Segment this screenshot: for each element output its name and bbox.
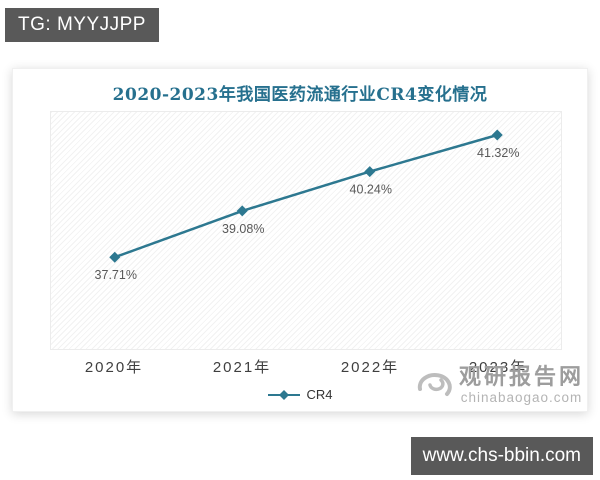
watermark: 观研报告网 chinabaogao.com <box>415 363 584 405</box>
legend-marker-icon <box>268 389 301 400</box>
watermark-logo-icon <box>417 372 452 396</box>
cr4-series-line <box>114 133 498 259</box>
data-point-label-2: 40.24% <box>350 183 392 197</box>
x-tick-2023: 2023年 <box>468 359 528 376</box>
data-point-marker-2 <box>364 166 376 178</box>
watermark-domain: chinabaogao.com <box>460 390 583 405</box>
watermark-name: 观研报告网 <box>458 363 584 389</box>
site-url-badge: www.chs-bbin.com <box>410 437 593 475</box>
legend-label: CR4 <box>306 387 333 402</box>
plot-area: 37.71% 39.08% 40.24% 41.32% <box>50 111 562 350</box>
data-point-label-3: 41.32% <box>477 146 519 160</box>
watermark-text: 观研报告网 chinabaogao.com <box>458 363 584 405</box>
x-tick-2021: 2021年 <box>212 359 272 376</box>
chart-title: 2020-2023年我国医药流通行业CR4变化情况 <box>112 85 488 105</box>
x-axis: 2020年 2021年 2022年 2023年 <box>50 356 562 377</box>
legend: CR4 <box>13 387 587 402</box>
x-tick-2020: 2020年 <box>84 359 144 376</box>
data-point-marker-0 <box>109 251 121 263</box>
chart-card: 2020-2023年我国医药流通行业CR4变化情况 37.71% 39.08% 40… <box>12 68 588 412</box>
data-point-label-1: 39.08% <box>222 222 264 236</box>
data-point-marker-3 <box>491 129 503 141</box>
telegram-badge: TG: MYYJJPP <box>5 8 159 42</box>
data-point-label-0: 37.71% <box>95 268 137 282</box>
data-point-marker-1 <box>236 205 248 217</box>
x-tick-2022: 2022年 <box>340 359 400 376</box>
cr4-line-svg: 37.71% 39.08% 40.24% 41.32% <box>95 129 519 282</box>
